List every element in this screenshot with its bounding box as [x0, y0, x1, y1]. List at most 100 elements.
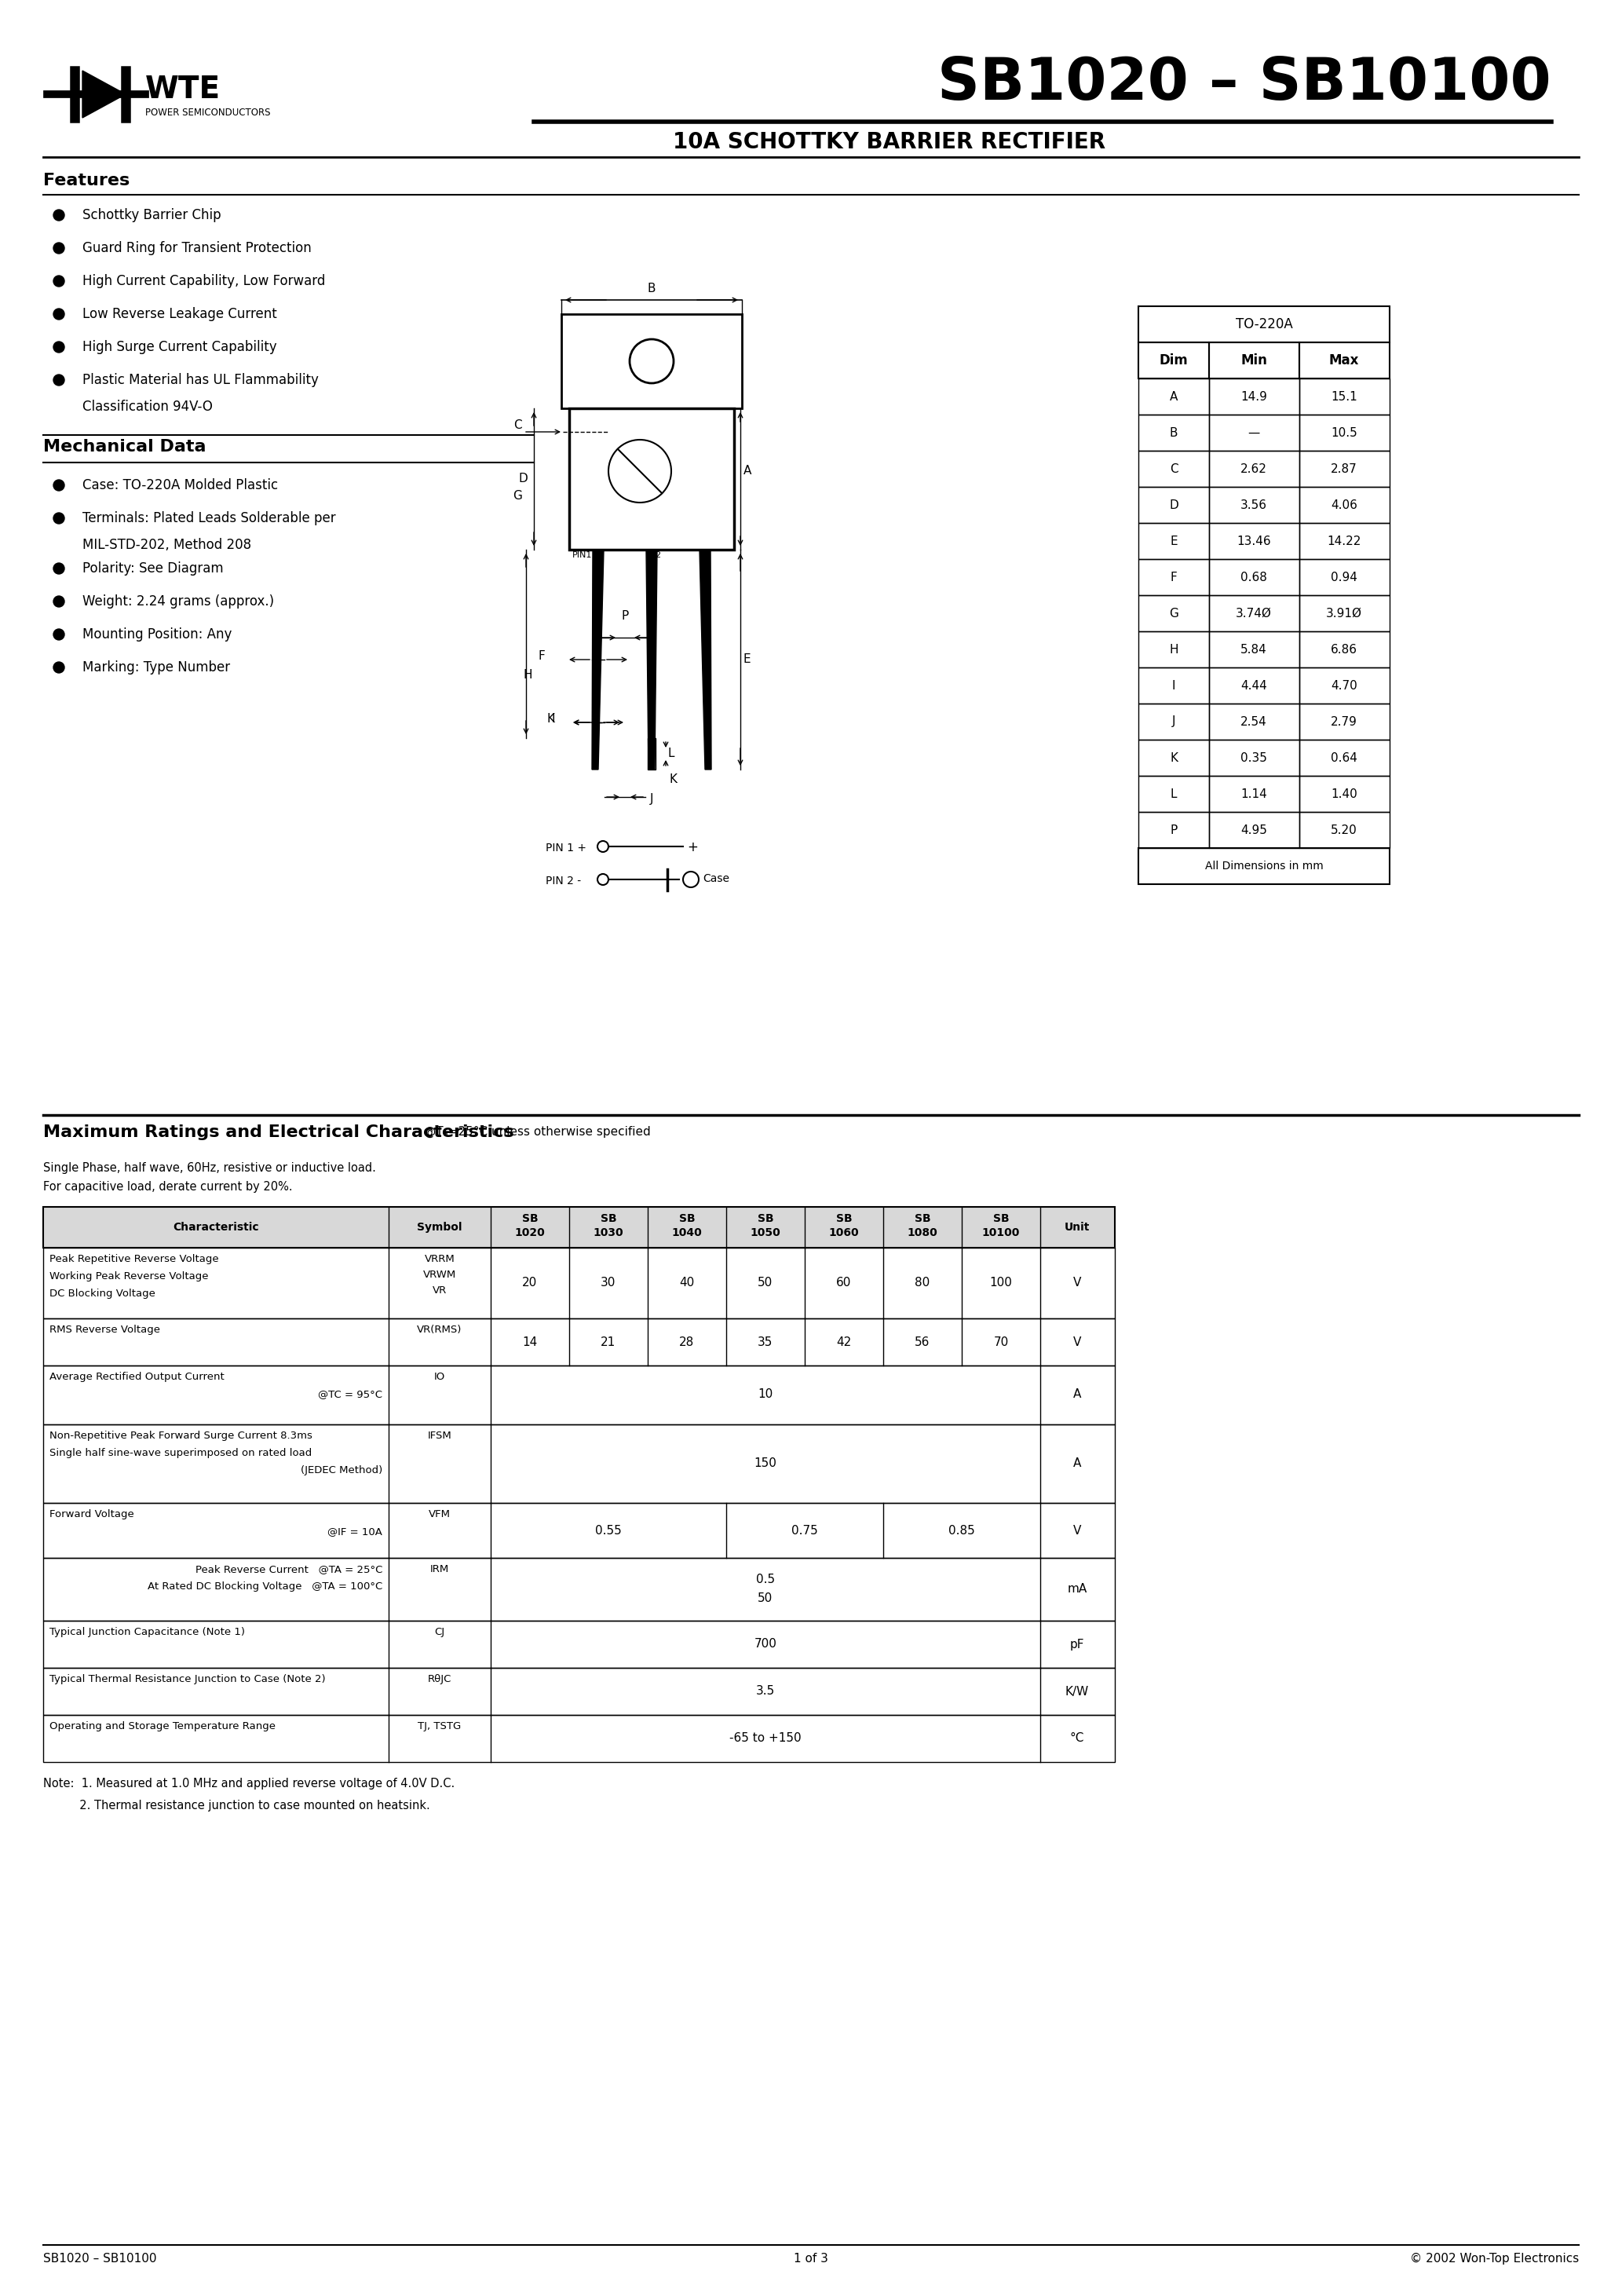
Text: 2.54: 2.54: [1241, 716, 1267, 728]
Text: Dim: Dim: [1160, 354, 1189, 367]
Text: Note:  1. Measured at 1.0 MHz and applied reverse voltage of 4.0V D.C.: Note: 1. Measured at 1.0 MHz and applied…: [44, 1777, 454, 1789]
Text: Polarity: See Diagram: Polarity: See Diagram: [83, 563, 224, 576]
Bar: [1208, 560, 1299, 595]
Text: C: C: [514, 420, 522, 432]
Text: For capacitive load, derate current by 20%.: For capacitive load, derate current by 2…: [44, 1180, 292, 1192]
Text: 6.86: 6.86: [1330, 643, 1358, 654]
Text: P: P: [1169, 824, 1178, 836]
Text: E: E: [743, 654, 751, 666]
Bar: [1299, 668, 1390, 703]
Polygon shape: [592, 549, 603, 769]
Circle shape: [54, 209, 65, 220]
Text: 150: 150: [754, 1458, 777, 1469]
Text: 2: 2: [655, 551, 660, 560]
Bar: [44, 1318, 1114, 1366]
Text: 3.91Ø: 3.91Ø: [1327, 608, 1362, 620]
Bar: [647, 737, 655, 769]
Text: Typical Thermal Resistance Junction to Case (Note 2): Typical Thermal Resistance Junction to C…: [49, 1674, 326, 1685]
Text: Peak Repetitive Reverse Voltage: Peak Repetitive Reverse Voltage: [49, 1254, 219, 1265]
Text: Plastic Material has UL Flammability: Plastic Material has UL Flammability: [83, 372, 318, 388]
Bar: [1299, 342, 1390, 379]
Text: High Current Capability, Low Forward: High Current Capability, Low Forward: [83, 273, 326, 289]
Text: CJ: CJ: [435, 1628, 444, 1637]
Text: Working Peak Reverse Voltage: Working Peak Reverse Voltage: [49, 1272, 209, 1281]
Bar: [1139, 523, 1208, 560]
Bar: [1139, 487, 1208, 523]
Bar: [1208, 776, 1299, 813]
Bar: [1299, 739, 1390, 776]
Text: 100: 100: [989, 1277, 1012, 1288]
Bar: [44, 1667, 1114, 1715]
Text: Symbol: Symbol: [417, 1221, 462, 1233]
Bar: [1299, 813, 1390, 847]
Text: SB1020 – SB10100: SB1020 – SB10100: [44, 2252, 157, 2264]
Text: 35: 35: [757, 1336, 774, 1348]
Bar: [44, 1247, 1114, 1318]
Text: -65 to +150: -65 to +150: [730, 1733, 801, 1745]
Bar: [1299, 450, 1390, 487]
Text: 0.75: 0.75: [792, 1525, 817, 1536]
Text: 3.5: 3.5: [756, 1685, 775, 1697]
Text: —: —: [1247, 427, 1260, 439]
Bar: [1139, 703, 1208, 739]
Text: MIL-STD-202, Method 208: MIL-STD-202, Method 208: [83, 537, 251, 551]
Text: 15.1: 15.1: [1330, 390, 1358, 402]
Text: 5.20: 5.20: [1330, 824, 1358, 836]
Text: Max: Max: [1328, 354, 1359, 367]
Bar: [1299, 560, 1390, 595]
Text: 1040: 1040: [672, 1228, 702, 1238]
Circle shape: [54, 629, 65, 641]
Text: 30: 30: [600, 1277, 616, 1288]
Text: SB: SB: [993, 1212, 1009, 1224]
Text: 50: 50: [757, 1277, 774, 1288]
Bar: [1208, 450, 1299, 487]
Text: At Rated DC Blocking Voltage   @TA = 100°C: At Rated DC Blocking Voltage @TA = 100°C: [148, 1582, 383, 1591]
Text: Maximum Ratings and Electrical Characteristics: Maximum Ratings and Electrical Character…: [44, 1125, 514, 1141]
Bar: [44, 1559, 1114, 1621]
Text: Case: Case: [702, 872, 730, 884]
Text: High Surge Current Capability: High Surge Current Capability: [83, 340, 277, 354]
Circle shape: [608, 441, 672, 503]
Text: A: A: [1074, 1389, 1082, 1401]
Text: TO-220A: TO-220A: [1236, 317, 1293, 331]
Circle shape: [54, 512, 65, 523]
Text: H: H: [1169, 643, 1178, 654]
Text: C: C: [1169, 464, 1178, 475]
Text: © 2002 Won-Top Electronics: © 2002 Won-Top Electronics: [1410, 2252, 1578, 2264]
Text: 50: 50: [757, 1593, 774, 1605]
Text: SB: SB: [835, 1212, 852, 1224]
Text: 13.46: 13.46: [1236, 535, 1272, 546]
Circle shape: [597, 840, 608, 852]
Text: °C: °C: [1071, 1733, 1085, 1745]
Text: PIN 2 -: PIN 2 -: [545, 875, 581, 886]
Text: A: A: [1074, 1458, 1082, 1469]
Text: 1.40: 1.40: [1330, 788, 1358, 799]
Circle shape: [683, 872, 699, 886]
Text: 14.22: 14.22: [1327, 535, 1361, 546]
Bar: [1208, 487, 1299, 523]
Text: 1020: 1020: [514, 1228, 545, 1238]
Circle shape: [597, 875, 608, 884]
Bar: [44, 1621, 1114, 1667]
Text: 1.14: 1.14: [1241, 788, 1267, 799]
Text: F: F: [1171, 572, 1178, 583]
Text: 4.95: 4.95: [1241, 824, 1267, 836]
Text: 1050: 1050: [751, 1228, 780, 1238]
Text: 1 of 3: 1 of 3: [793, 2252, 829, 2264]
Text: 2.62: 2.62: [1241, 464, 1267, 475]
Bar: [1139, 595, 1208, 631]
Text: A: A: [1169, 390, 1178, 402]
Text: I: I: [1173, 680, 1176, 691]
Bar: [44, 1424, 1114, 1504]
Text: B: B: [1169, 427, 1178, 439]
Text: V: V: [1074, 1336, 1082, 1348]
Bar: [1139, 776, 1208, 813]
Text: VRWM: VRWM: [423, 1270, 456, 1279]
Bar: [1299, 595, 1390, 631]
Circle shape: [54, 243, 65, 253]
Text: All Dimensions in mm: All Dimensions in mm: [1205, 861, 1324, 872]
Text: 0.64: 0.64: [1330, 751, 1358, 765]
Text: Classification 94V-O: Classification 94V-O: [83, 400, 212, 413]
Text: Low Reverse Leakage Current: Low Reverse Leakage Current: [83, 308, 277, 321]
Text: V: V: [1074, 1525, 1082, 1536]
